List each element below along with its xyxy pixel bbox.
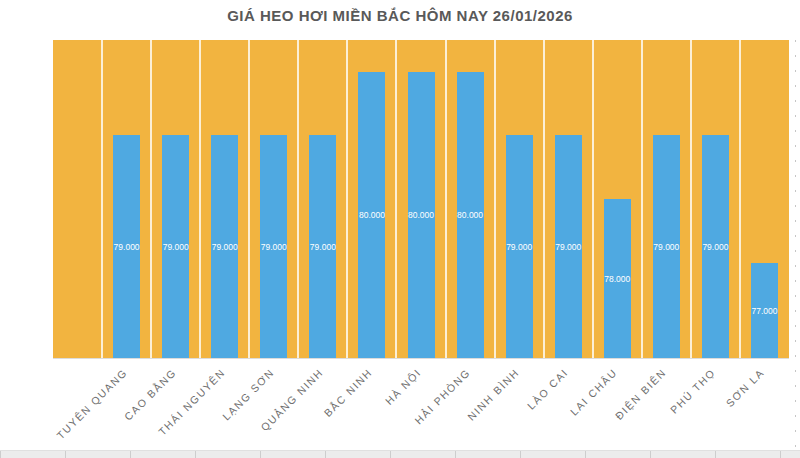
bar-value-label: 80.000 xyxy=(350,210,394,220)
category-gridline xyxy=(494,40,496,358)
bar-value-label: 79.000 xyxy=(105,242,149,252)
x-axis-label: HẢI PHÒNG xyxy=(386,366,474,454)
category-gridline xyxy=(543,40,545,358)
bar-ninh-bình: 79.000 xyxy=(506,135,533,358)
bar-value-label: 79.000 xyxy=(301,242,345,252)
x-axis-label: QUẢNG NINH xyxy=(239,366,327,454)
category-gridline xyxy=(346,40,348,358)
x-axis-label: NINH BÌNH xyxy=(435,366,523,454)
bar-lai-châu: 78.000 xyxy=(604,199,631,358)
category-gridline xyxy=(395,40,397,358)
bar-value-label: 79.000 xyxy=(203,242,247,252)
category-gridline xyxy=(101,40,103,358)
bar-tuyên-quang: 79.000 xyxy=(113,135,140,358)
bar-value-label: 79.000 xyxy=(693,242,737,252)
category-gridline xyxy=(592,40,594,358)
bar-điện-biên: 79.000 xyxy=(653,135,680,358)
x-axis-labels: TUYÊN QUANGCAO BẰNGTHÁI NGUYÊNLẠNG SƠNQU… xyxy=(53,356,789,456)
x-axis-label: CAO BẰNG xyxy=(92,366,180,454)
x-axis-label: THÁI NGUYÊN xyxy=(141,366,229,454)
bar-quảng-ninh: 79.000 xyxy=(309,135,336,358)
bar-lạng-sơn: 79.000 xyxy=(260,135,287,358)
x-axis-label: HÀ NỘI xyxy=(337,366,425,454)
category-gridline xyxy=(150,40,152,358)
bar-value-label: 79.000 xyxy=(154,242,198,252)
category-gridline xyxy=(641,40,643,358)
chart: GIÁ HEO HƠI MIỀN BẮC HÔM NAY 26/01/2026 … xyxy=(0,0,800,458)
bar-value-label: 79.000 xyxy=(497,242,541,252)
bar-cao-bằng: 79.000 xyxy=(162,135,189,358)
bar-value-label: 79.000 xyxy=(252,242,296,252)
category-gridline xyxy=(739,40,741,358)
bar-value-label: 80.000 xyxy=(448,210,492,220)
x-axis-label: ĐIỆN BIÊN xyxy=(583,366,671,454)
spreadsheet-right-grid-edge xyxy=(795,40,796,458)
x-axis-label: TUYÊN QUANG xyxy=(43,366,131,454)
category-gridline xyxy=(445,40,447,358)
category-gridline xyxy=(248,40,250,358)
x-axis-label: BẮC NINH xyxy=(288,366,376,454)
x-axis-label: PHÚ THỌ xyxy=(632,366,720,454)
bar-value-label: 79.000 xyxy=(644,242,688,252)
category-gridline xyxy=(690,40,692,358)
bar-value-label: 78.000 xyxy=(595,274,639,284)
bar-lào-cai: 79.000 xyxy=(555,135,582,358)
bar-value-label: 77.000 xyxy=(742,306,786,316)
category-gridline xyxy=(199,40,201,358)
x-axis-label: LÀO CAI xyxy=(484,366,572,454)
bar-sơn-la: 77.000 xyxy=(751,263,778,358)
bar-thái-nguyên: 79.000 xyxy=(211,135,238,358)
bar-phú-thọ: 79.000 xyxy=(702,135,729,358)
category-gridline xyxy=(297,40,299,358)
spreadsheet-bottom-grid-edge xyxy=(0,450,800,458)
bar-bắc-ninh: 80.000 xyxy=(358,72,385,358)
bar-value-label: 79.000 xyxy=(546,242,590,252)
chart-title: GIÁ HEO HƠI MIỀN BẮC HÔM NAY 26/01/2026 xyxy=(0,7,800,24)
bar-hà-nội: 80.000 xyxy=(408,72,435,358)
bar-hải-phòng: 80.000 xyxy=(457,72,484,358)
bar-value-label: 80.000 xyxy=(399,210,443,220)
x-axis-label: LAI CHÂU xyxy=(533,366,621,454)
plot-area: 79.00079.00079.00079.00079.00080.00080.0… xyxy=(53,40,789,359)
x-axis-label: SƠN LA xyxy=(681,366,769,454)
x-axis-label: LẠNG SƠN xyxy=(190,366,278,454)
